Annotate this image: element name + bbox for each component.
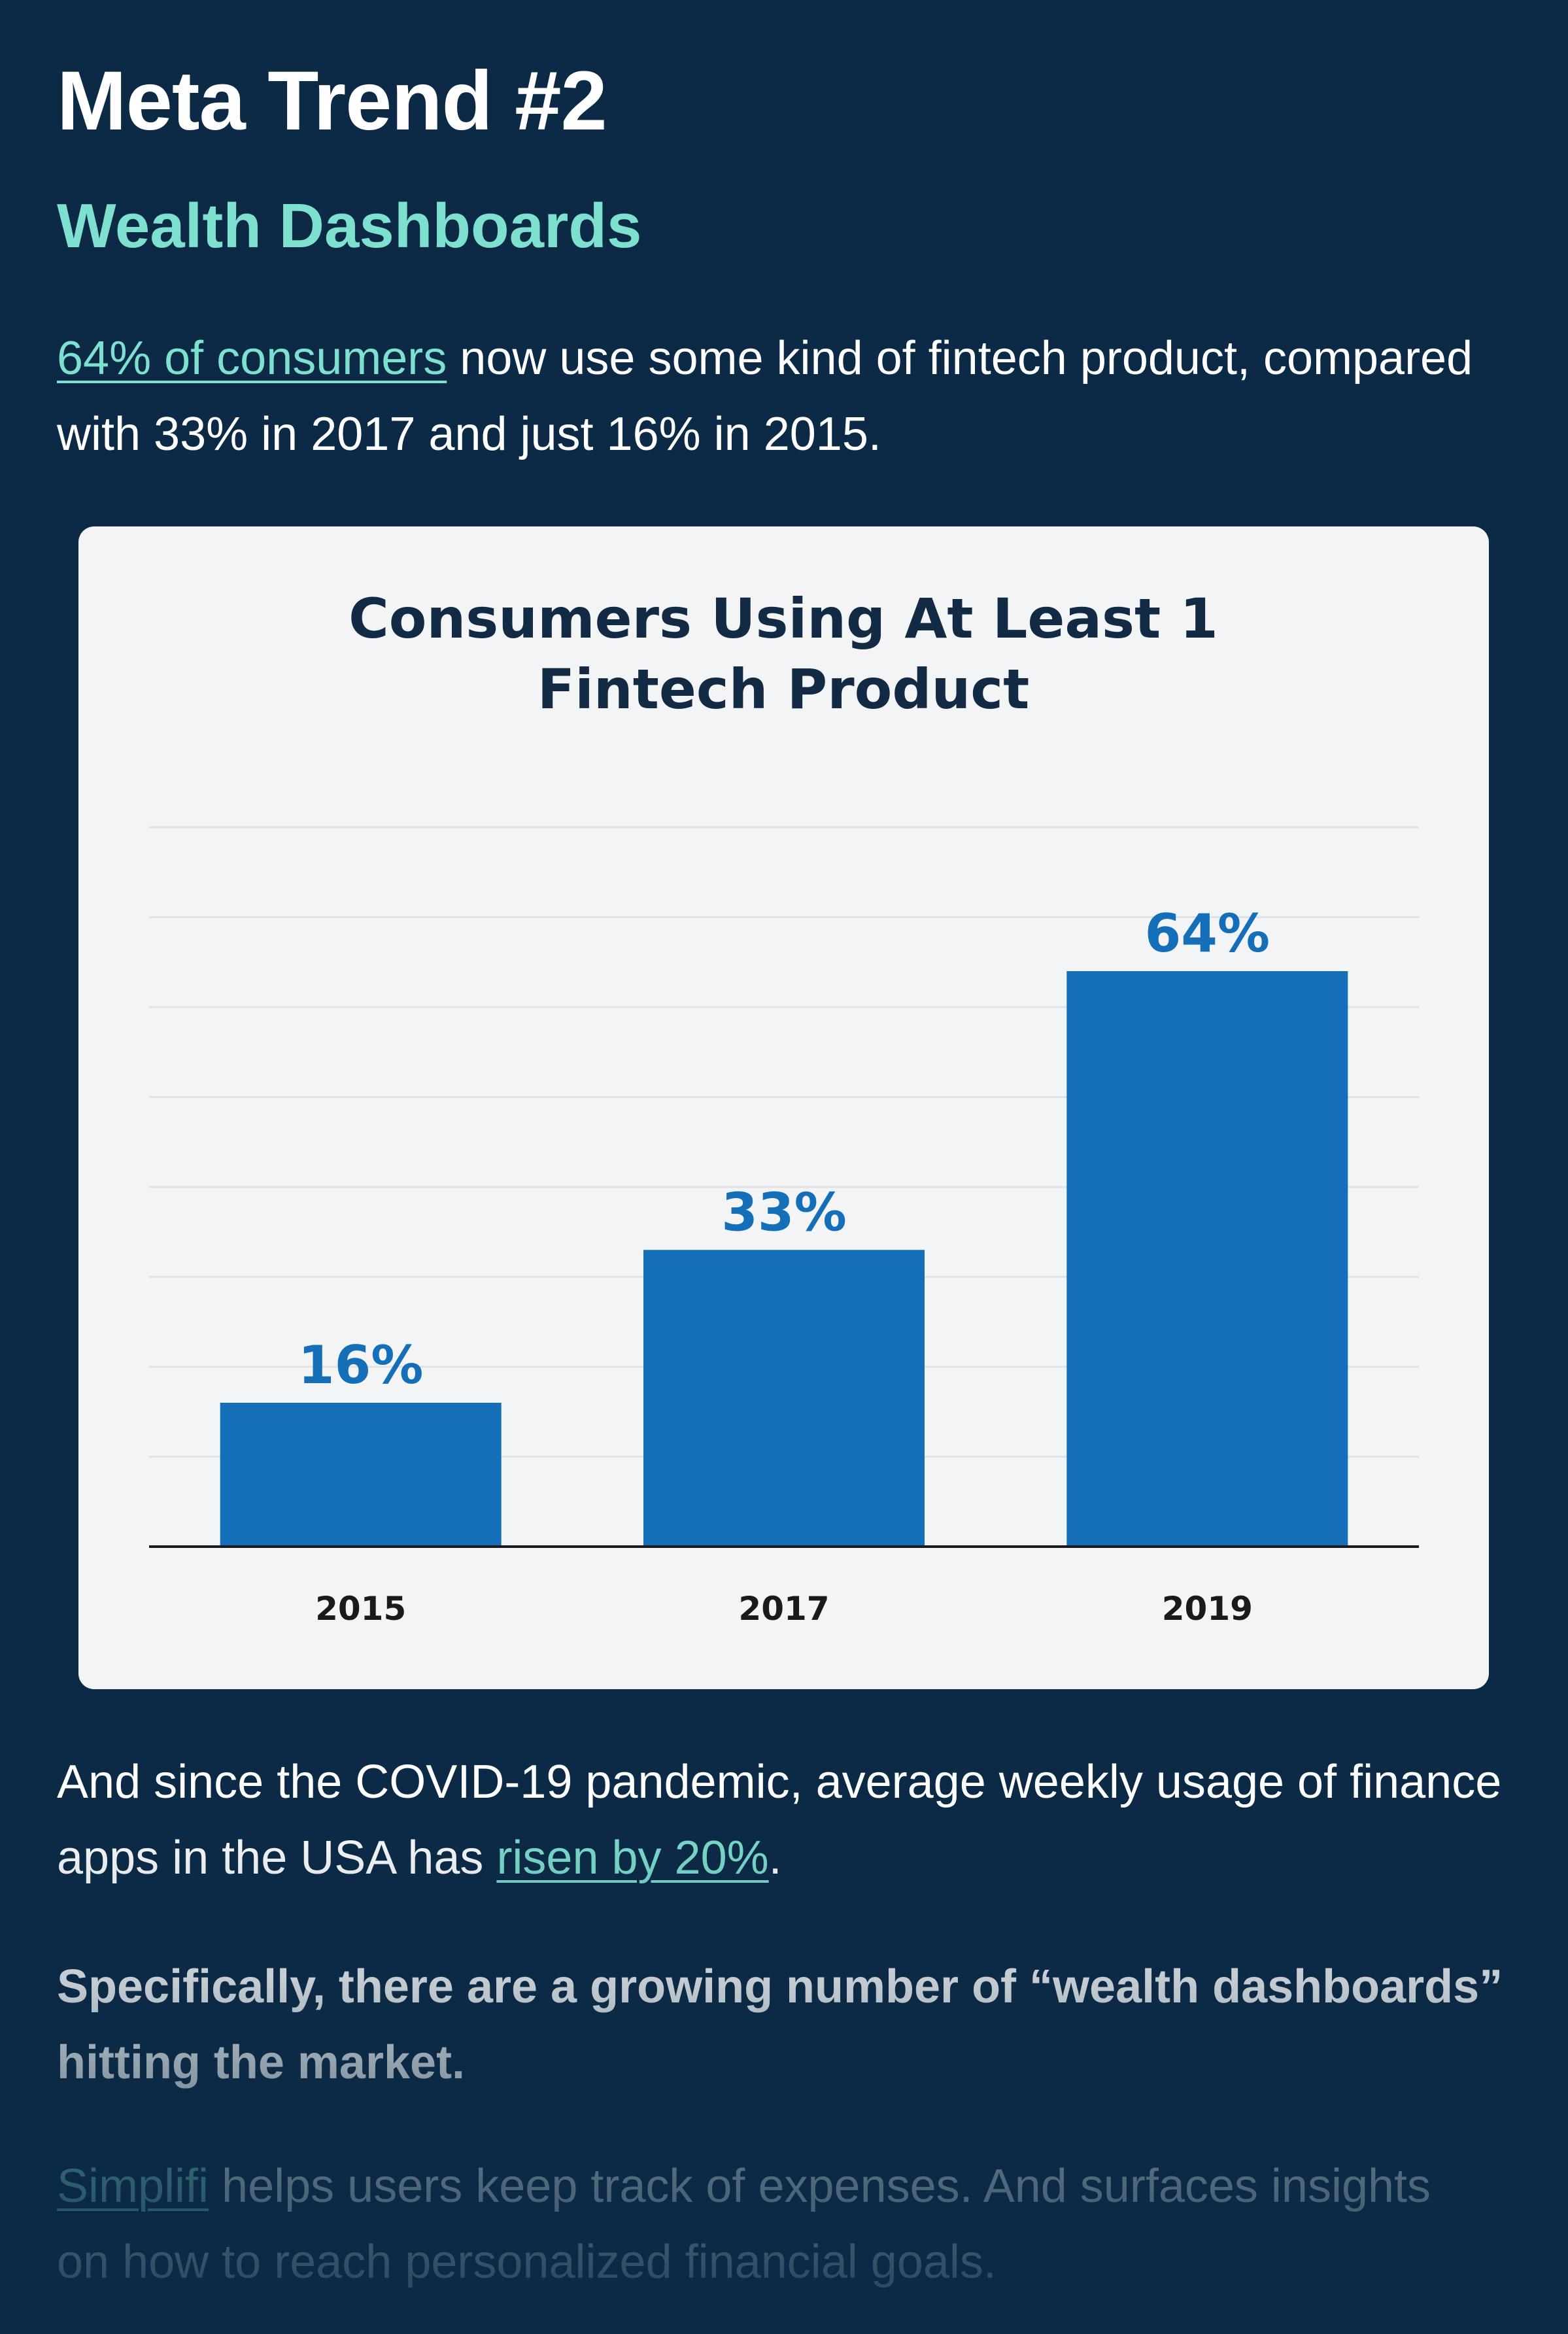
chart-x-ticks: 2015 2017 2019	[315, 1590, 1253, 1628]
data-label-2019: 64%	[1145, 903, 1270, 964]
wealth-dashboards-paragraph: Specifically, there are a growing number…	[57, 1961, 1503, 2089]
intro-text: now use some kind of fintech product, co…	[57, 332, 1473, 460]
chart-bars	[220, 971, 1348, 1547]
chart-title-line1: Consumers Using At Least 1	[349, 587, 1218, 651]
x-tick-2015: 2015	[315, 1590, 406, 1628]
consumers-stat-link[interactable]: 64% of consumers	[57, 332, 447, 385]
bar-2019	[1066, 971, 1348, 1547]
chart-title-line2: Fintech Product	[537, 657, 1030, 721]
simplifi-text-line2: on how to reach personalized financial g…	[57, 2236, 997, 2288]
simplifi-link[interactable]: Simplifi	[57, 2160, 209, 2212]
bar-2017	[643, 1250, 925, 1547]
chart-card: Consumers Using At Least 1 Fintech Produ…	[78, 526, 1489, 1689]
covid-paragraph: And since the COVID-19 pandemic, average…	[57, 1744, 1511, 1896]
covid-text-end: .	[768, 1832, 782, 1884]
intro-paragraph: 64% of consumers now use some kind of fi…	[57, 320, 1511, 472]
section-subtitle: Wealth Dashboards	[57, 191, 642, 261]
simplifi-text: helps users keep track of expenses. And …	[209, 2160, 1431, 2212]
chart-data-labels: 16% 33% 64%	[298, 903, 1270, 1396]
x-tick-2017: 2017	[738, 1590, 829, 1628]
data-label-2015: 16%	[298, 1335, 423, 1396]
bar-chart: Consumers Using At Least 1 Fintech Produ…	[149, 587, 1419, 1628]
bar-2015	[220, 1403, 502, 1547]
risen-link[interactable]: risen by 20%	[496, 1832, 769, 1884]
page-title: Meta Trend #2	[57, 54, 607, 148]
simplifi-paragraph: Simplifi helps users keep track of expen…	[57, 2148, 1528, 2300]
data-label-2017: 33%	[721, 1182, 846, 1243]
x-tick-2019: 2019	[1162, 1590, 1253, 1628]
